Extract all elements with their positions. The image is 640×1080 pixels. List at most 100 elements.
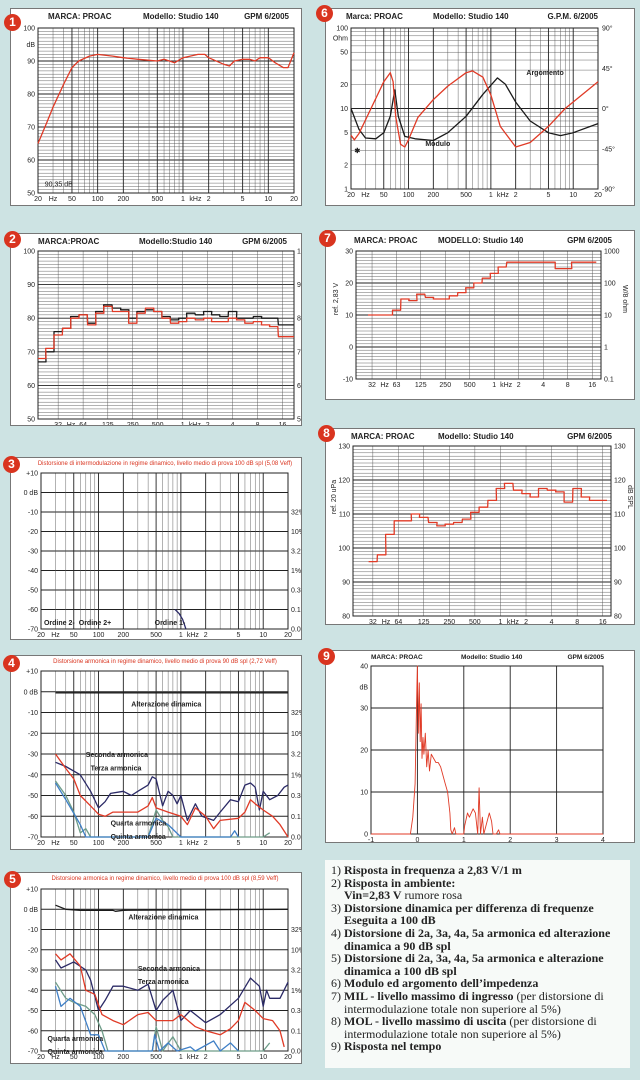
x-tick-label: kHz: [189, 196, 202, 203]
series-line-mol: [368, 482, 607, 563]
plot-frame: [37, 27, 295, 194]
x-tick-label: 1: [181, 196, 185, 203]
x-tick-label: Hz: [51, 632, 60, 639]
x-tick-label: 16: [599, 619, 607, 624]
x-tick-label: 125: [102, 422, 114, 425]
y-right-tick-label: 32%: [291, 710, 301, 717]
y-axis-label-right: dB SPL: [626, 485, 633, 509]
y-tick-label: -30: [28, 549, 38, 556]
header-model: Modello: Studio 140: [143, 12, 219, 21]
legend-text: Modulo ed argomento dell’impedenza: [344, 977, 538, 990]
legend-bold: Risposta in frequenza a 2,83 V/1 m: [344, 863, 522, 877]
chart-panel-frequency-response: 20 Hz 50 100 200 500 1 kHz 2 5 10 20 100 dB 90 80 70 60 50…: [10, 8, 302, 206]
x-tick-label: 32: [54, 422, 62, 425]
y-tick-label: -50: [28, 793, 38, 800]
x-tick-label: kHz: [187, 840, 200, 847]
y-tick-label: 50: [27, 417, 35, 424]
chart-annotation: Ordine 2-: [44, 620, 75, 627]
legend-item: 9) Risposta nel tempo: [331, 1040, 626, 1053]
chart-number-badge: 5: [4, 871, 21, 888]
chart-annotation: Quarta armonica: [48, 1036, 104, 1043]
y-tick-label: 0: [349, 345, 353, 352]
harmonic-distortion-100db-chart: 20 Hz 50 100 200 500 1 kHz 2 5 10 20 +10 0 dB -10 -20 -3…: [24, 887, 301, 1062]
x-tick-label: 4: [601, 837, 605, 842]
x-tick-label: 1: [179, 840, 183, 847]
y-tick-label: 90: [27, 59, 35, 66]
harmonic-distortion-90db-chart: 20 Hz 50 100 200 500 1 kHz 2 5 10 20 +10 0 dB -10 -20 -3…: [24, 669, 301, 848]
chart-annotation: Ordine 2+: [79, 620, 111, 627]
y-tick-label: 80: [27, 316, 35, 323]
x-tick-label: 20: [290, 196, 298, 203]
y-right-tick-label: 32%: [291, 510, 301, 517]
legend-number: 6): [331, 976, 341, 991]
chart-annotation: Alterazione dinamica: [131, 701, 201, 708]
x-tick-label: 2: [514, 192, 518, 199]
y-tick-label: -20: [28, 947, 38, 954]
y-tick-label: 60: [27, 158, 35, 165]
chart-annotation: Terza armonica: [138, 979, 189, 986]
chart-annotation: Alterazione dinamica: [128, 914, 198, 921]
y-right-tick-label: 80: [614, 614, 622, 621]
legend-number: 9): [331, 1039, 341, 1054]
x-tick-label: 2: [508, 837, 512, 842]
chart-annotation: Quinta armonica: [111, 834, 166, 841]
plot-frame: [40, 888, 289, 1052]
grid: [38, 250, 294, 420]
chart-title: Distorsione di intermodulazione in regim…: [37, 461, 293, 467]
grid: [38, 27, 294, 194]
legend-number: 1): [331, 863, 341, 877]
y-tick-label: 10: [360, 790, 368, 797]
y-right-tick-label: 80: [297, 316, 301, 323]
x-tick-label: 100: [93, 840, 105, 847]
x-tick-label: 100: [92, 196, 104, 203]
y-tick-label: -40: [28, 568, 38, 575]
series-line-risposta-nel-tempo: [371, 665, 603, 835]
x-tick-label: 1: [498, 619, 502, 624]
legend-text: Risposta in frequenza a 2,83 V/1 m: [344, 864, 522, 877]
legend-text: MOL - livello massimo di uscita (per dis…: [344, 1015, 626, 1040]
legend-normal: (per distorsione di intermodulazione tot…: [344, 1014, 597, 1041]
y-right-tick-label: 3.2%: [291, 752, 301, 759]
y-right-tick-label: 100: [604, 281, 616, 288]
grid: [351, 27, 598, 190]
y-tick-label: -30: [28, 968, 38, 975]
legend-text: MIL - livello massimo di ingresso (per d…: [344, 990, 626, 1015]
x-tick-label: 2: [206, 422, 210, 425]
x-tick-label: Hz: [51, 840, 60, 847]
x-tick-label: 1: [462, 837, 466, 842]
x-tick-label: 1: [181, 422, 185, 425]
legend-number: 4): [331, 925, 341, 940]
x-tick-label: 5: [236, 1054, 240, 1061]
y-tick-label: +10: [26, 669, 38, 676]
x-tick-label: 10: [259, 1054, 267, 1061]
chart-panel-mol: 32 Hz 64 125 250 500 1 kHz 2 4 8 16 130 120 110 100 90 80…: [325, 428, 635, 625]
x-tick-label: 32: [368, 382, 376, 389]
y-right-tick-label: 32%: [291, 927, 301, 934]
y-right-tick-label: 0.1%: [291, 814, 301, 821]
series-line-risposta-in-ambiente-nero-: [38, 304, 294, 363]
x-tick-label: 20: [37, 840, 45, 847]
header-date: GPM 6/2005: [244, 12, 289, 21]
series-line-risposta-in-ambiente-rosso-: [38, 305, 294, 360]
y-right-tick-label: 90: [614, 580, 622, 587]
y-tick-label: -20: [28, 731, 38, 738]
y-tick-label: Ohm: [333, 36, 348, 43]
y-right-tick-label: 0.32%: [291, 588, 301, 595]
series-line-risposta-in-frequenza: [37, 52, 295, 144]
y-tick-label: dB: [359, 685, 368, 692]
x-tick-label: 8: [256, 422, 260, 425]
impedance-chart: 20 Hz 50 100 200 500 1 kHz 2 5 10 20 100 Ohm 50 20 10 5 2 1…: [333, 25, 615, 200]
x-tick-label: 20: [594, 192, 602, 199]
x-tick-label: kHz: [507, 619, 520, 624]
y-tick-label: 40: [360, 664, 368, 671]
x-tick-label: 125: [418, 619, 430, 624]
x-tick-label: 125: [415, 382, 427, 389]
y-tick-label: 20: [345, 281, 353, 288]
y-tick-label: 120: [338, 478, 350, 485]
legend-number: 3): [331, 900, 341, 915]
legend-text: Distorsione di 2a, 3a, 4a, 5a armonica e…: [344, 952, 626, 977]
x-tick-label: 500: [460, 192, 472, 199]
y-right-tick-label: 1000: [604, 249, 620, 256]
x-tick-label: 1: [492, 382, 496, 389]
header-date: G.P.M. 6/2005: [547, 12, 598, 21]
